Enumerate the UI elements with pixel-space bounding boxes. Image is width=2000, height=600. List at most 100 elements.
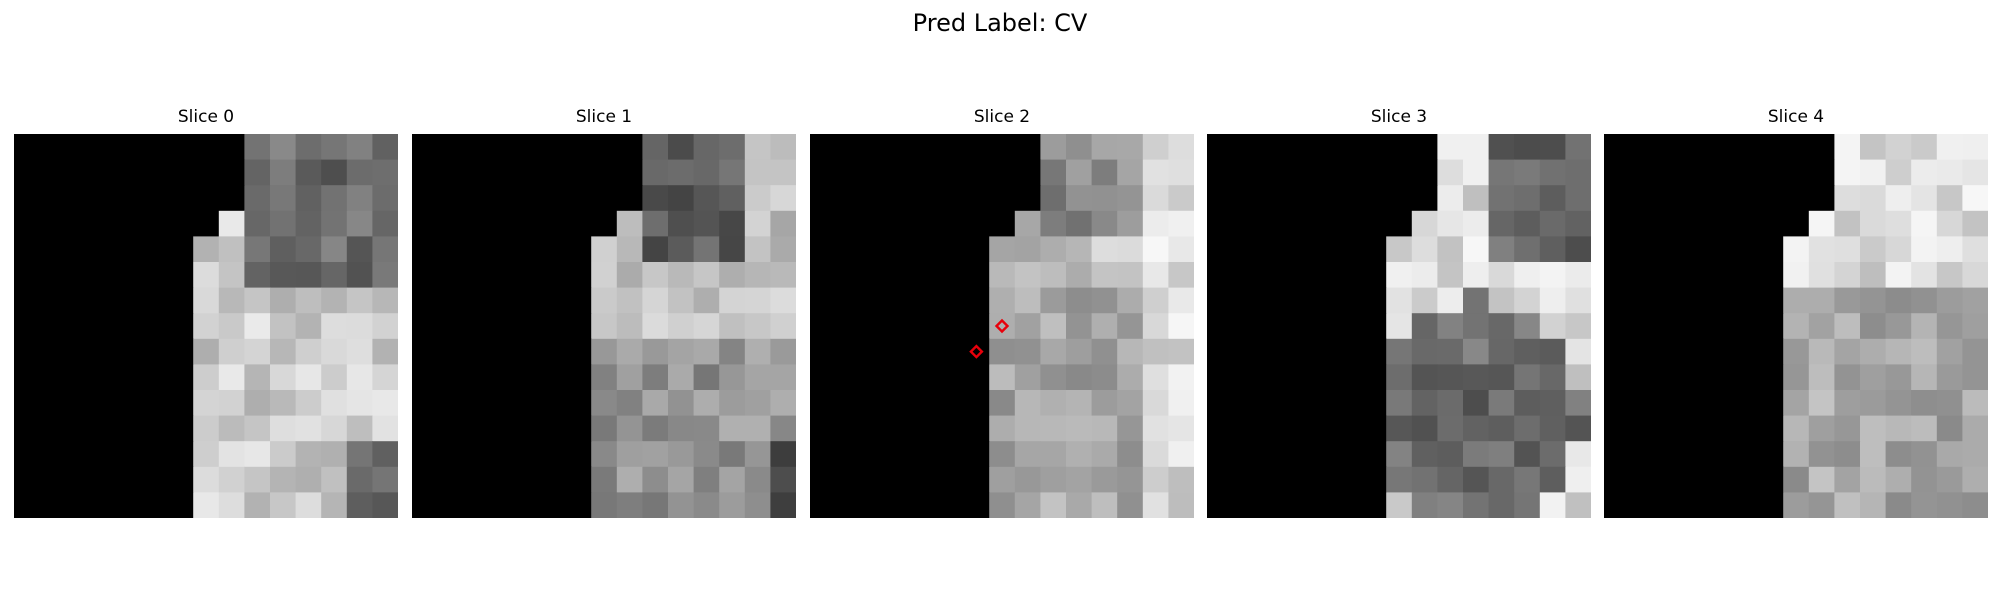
slice-3-pixel xyxy=(1488,236,1515,263)
slice-1-pixel xyxy=(770,492,796,518)
slice-0-pixel xyxy=(295,492,322,518)
slice-2-pixel xyxy=(810,185,837,212)
slice-3-pixel xyxy=(1258,134,1285,161)
slice-2-pixel xyxy=(1066,236,1093,263)
slice-2-pixel xyxy=(1168,159,1194,186)
slice-4-pixel xyxy=(1706,390,1733,417)
slice-2-pixel xyxy=(1168,185,1194,212)
slice-3-pixel xyxy=(1463,210,1490,237)
slice-4-pixel xyxy=(1808,390,1835,417)
slice-4-pixel xyxy=(1936,185,1963,212)
slice-1-pixel xyxy=(616,492,643,518)
slice-2-pixel xyxy=(963,210,990,237)
slice-4-pixel xyxy=(1680,134,1707,161)
slice-4-pixel xyxy=(1936,210,1963,237)
slice-1-pixel xyxy=(668,466,695,493)
slice-0-pixel xyxy=(39,466,66,493)
slice-1-pixel xyxy=(770,287,796,314)
slice-4-panel: Slice 4 xyxy=(1604,106,1988,518)
slice-1-pixel xyxy=(591,159,618,186)
slice-0-pixel xyxy=(142,236,169,263)
slice-1-pixel xyxy=(616,364,643,391)
slice-2-pixel xyxy=(1168,262,1194,289)
slice-1-pixel xyxy=(770,441,796,468)
slice-3-pixel xyxy=(1232,287,1259,314)
slice-1-pixel xyxy=(565,492,592,518)
slice-2-pixel xyxy=(1040,313,1067,340)
slice-3-pixel xyxy=(1360,185,1387,212)
slice-4-pixel xyxy=(1604,236,1631,263)
slice-0-pixel xyxy=(218,262,245,289)
slice-4-pixel xyxy=(1604,415,1631,442)
slice-1-pixel xyxy=(514,134,541,161)
slice-2-pixel xyxy=(1091,415,1118,442)
slice-1-pixel xyxy=(668,492,695,518)
slice-3-pixel xyxy=(1539,492,1566,518)
slice-3-pixel xyxy=(1488,364,1515,391)
slice-1-pixel xyxy=(514,236,541,263)
slice-3-pixel xyxy=(1411,185,1438,212)
slice-0-pixel xyxy=(218,492,245,518)
slice-4-pixel xyxy=(1911,262,1938,289)
slice-3-pixel xyxy=(1232,236,1259,263)
slice-3-pixel xyxy=(1539,262,1566,289)
slice-1-pixel xyxy=(591,313,618,340)
slice-2-pixel xyxy=(1091,134,1118,161)
slice-1-pixel xyxy=(616,134,643,161)
slice-1-pixel xyxy=(719,159,746,186)
slice-3-pixel xyxy=(1514,210,1541,237)
slice-2-pixel xyxy=(810,287,837,314)
slice-1-pixel xyxy=(642,210,669,237)
slice-2-pixel xyxy=(1014,236,1041,263)
slice-2-pixel xyxy=(963,466,990,493)
slice-2-pixel xyxy=(810,313,837,340)
slice-1-pixel xyxy=(514,185,541,212)
slice-1-pixel xyxy=(770,390,796,417)
slice-2-pixel xyxy=(1168,287,1194,314)
slice-2-pixel xyxy=(1066,466,1093,493)
slice-2-pixel xyxy=(886,338,913,365)
slice-3-pixel xyxy=(1207,415,1234,442)
slice-0-pixel xyxy=(90,338,117,365)
slice-0-pixel xyxy=(90,236,117,263)
slice-4-pixel xyxy=(1808,134,1835,161)
slice-1-pixel xyxy=(668,364,695,391)
slice-4-pixel xyxy=(1834,364,1861,391)
slice-2-pixel xyxy=(989,236,1016,263)
slice-3-pixel xyxy=(1309,415,1336,442)
slice-2-pixel xyxy=(1168,492,1194,518)
slice-3-pixel xyxy=(1309,236,1336,263)
slice-0-pixel xyxy=(295,466,322,493)
slice-2-pixel xyxy=(886,134,913,161)
slice-0-pixel xyxy=(116,185,143,212)
slice-1-pixel xyxy=(616,441,643,468)
slice-1-pixel xyxy=(616,338,643,365)
slice-3-pixel xyxy=(1283,364,1310,391)
slice-3-pixel xyxy=(1463,287,1490,314)
slice-1-pixel xyxy=(488,134,515,161)
slice-3-pixel xyxy=(1565,159,1591,186)
slice-3-pixel xyxy=(1360,338,1387,365)
slice-2-pixel xyxy=(810,492,837,518)
slice-2-pixel xyxy=(1168,313,1194,340)
slice-4-pixel xyxy=(1885,492,1912,518)
slice-0-pixel xyxy=(65,236,92,263)
slice-4-pixel xyxy=(1834,210,1861,237)
slice-1-pixel xyxy=(437,492,464,518)
slice-2-pixel xyxy=(963,364,990,391)
slice-0-pixel xyxy=(193,159,220,186)
slice-3-pixel xyxy=(1309,441,1336,468)
slice-1-pixel xyxy=(668,134,695,161)
slice-4-pixel xyxy=(1680,415,1707,442)
slice-2-pixel xyxy=(861,390,888,417)
slice-2-pixel xyxy=(989,364,1016,391)
slice-1-pixel xyxy=(719,390,746,417)
slice-4-pixel xyxy=(1680,492,1707,518)
slice-0-image xyxy=(14,134,398,518)
slice-1-pixel xyxy=(540,262,567,289)
slice-1-pixel xyxy=(437,313,464,340)
slice-4-pixel xyxy=(1732,134,1759,161)
slice-0-pixel xyxy=(90,441,117,468)
slice-2-pixel xyxy=(1014,338,1041,365)
slice-4-pixel xyxy=(1962,287,1988,314)
